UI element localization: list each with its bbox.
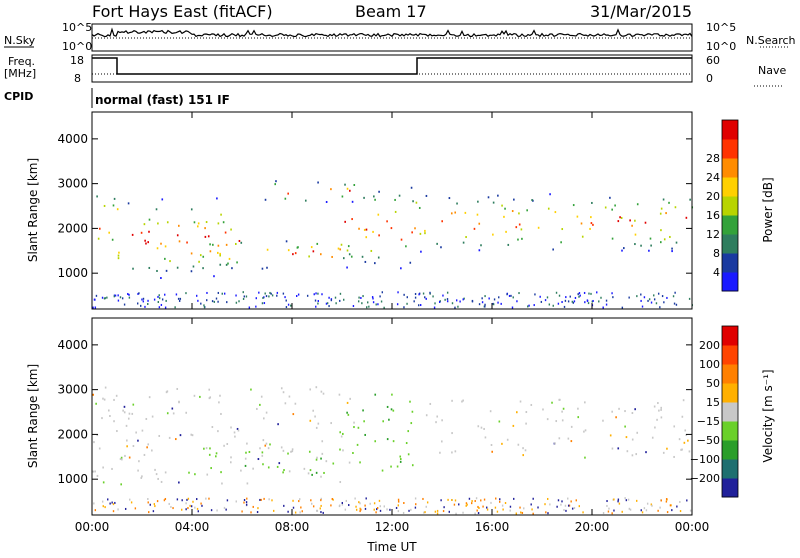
velocity-y-tick-label: 3000 bbox=[57, 383, 88, 397]
power-colorbar-tick: 8 bbox=[713, 247, 720, 260]
velocity-near-range-clutter bbox=[93, 497, 692, 515]
velocity-region-grey-post-13UT-band bbox=[425, 398, 691, 459]
velocity-x-axis: 00:00 04:00 08:00 12:00 16:00 20:00 00:00 bbox=[75, 318, 710, 534]
power-colorbar-tick: 12 bbox=[706, 228, 720, 241]
freq-label-2: [MHz] bbox=[4, 67, 36, 80]
power-y-axis: 1000 2000 3000 4000 bbox=[57, 132, 692, 280]
power-region-upper-plateau bbox=[264, 180, 356, 203]
velocity-region-green-descending-arc bbox=[342, 393, 414, 472]
power-region-rising-arc bbox=[117, 197, 241, 280]
power-colorbar-swatch bbox=[722, 196, 738, 216]
power-region-lower-patch bbox=[192, 240, 343, 270]
velocity-x-tick-label: 00:00 bbox=[675, 520, 710, 534]
velocity-colorbar-tick: −50 bbox=[697, 434, 720, 447]
noise-tick-high-right: 10^5 bbox=[706, 21, 736, 34]
velocity-colorbar-tick: −200 bbox=[690, 472, 720, 485]
freq-panel bbox=[91, 54, 693, 83]
velocity-colorbar-swatch bbox=[722, 478, 738, 498]
power-x-ticks bbox=[91, 112, 693, 309]
freq-label-1: Freq. bbox=[8, 55, 35, 68]
power-colorbar-swatch bbox=[722, 234, 738, 254]
velocity-colorbar-tick: 15 bbox=[706, 396, 720, 409]
velocity-colorbar-tick: 50 bbox=[706, 377, 720, 390]
power-near-range-clutter bbox=[92, 291, 693, 309]
nsky-trace bbox=[91, 27, 693, 38]
freq-tick-8: 8 bbox=[74, 72, 81, 85]
freq-trace bbox=[92, 57, 692, 75]
power-panel-frame bbox=[91, 111, 693, 310]
nave-tick-0: 0 bbox=[706, 72, 713, 85]
power-region-descending-arc bbox=[342, 186, 418, 270]
power-scatter-data bbox=[92, 180, 694, 309]
velocity-region-grey-near-zero-band bbox=[92, 386, 355, 486]
velocity-colorbar-swatch bbox=[722, 440, 738, 460]
velocity-colorbar-swatch bbox=[722, 345, 738, 365]
noise-tick-low-right: 10^0 bbox=[706, 40, 736, 53]
velocity-colorbar-swatch bbox=[722, 402, 738, 422]
velocity-y-label: Slant Range [km] bbox=[26, 364, 40, 468]
velocity-x-tick-label: 00:00 bbox=[75, 520, 110, 534]
velocity-colorbar-label: Velocity [m s⁻¹] bbox=[761, 369, 775, 462]
velocity-colorbar-swatch bbox=[722, 459, 738, 479]
nsky-label: N.Sky bbox=[4, 34, 36, 47]
nave-label: Nave bbox=[758, 64, 786, 77]
velocity-colorbar-swatch bbox=[722, 383, 738, 403]
velocity-colorbar-tick: −15 bbox=[697, 415, 720, 428]
velocity-x-tick-label: 04:00 bbox=[175, 520, 210, 534]
x-axis-label: Time UT bbox=[366, 540, 417, 554]
velocity-colorbar-tick: 200 bbox=[699, 339, 720, 352]
power-region-near-range-band bbox=[96, 195, 119, 241]
velocity-x-tick-label: 12:00 bbox=[375, 520, 410, 534]
power-colorbar-tick: 28 bbox=[706, 152, 720, 165]
station-title: Fort Hays East (fitACF) bbox=[92, 2, 273, 21]
beam-label: Beam 17 bbox=[355, 2, 427, 21]
velocity-scatter-data bbox=[92, 386, 692, 515]
velocity-y-axis: 1000 2000 3000 4000 bbox=[57, 338, 692, 486]
power-colorbar-label: Power [dB] bbox=[761, 177, 775, 242]
freq-tick-18: 18 bbox=[70, 54, 84, 67]
power-colorbar-tick: 24 bbox=[706, 171, 720, 184]
velocity-y-tick-label: 1000 bbox=[57, 472, 88, 486]
power-y-tick-label: 3000 bbox=[57, 177, 88, 191]
power-y-label: Slant Range [km] bbox=[26, 158, 40, 262]
velocity-x-tick-label: 20:00 bbox=[575, 520, 610, 534]
power-region-post-13UT-band bbox=[418, 193, 694, 253]
velocity-colorbar-swatch bbox=[722, 364, 738, 384]
velocity-x-tick-label: 08:00 bbox=[275, 520, 310, 534]
power-colorbar-tick: 16 bbox=[706, 209, 720, 222]
velocity-colorbar-frame bbox=[721, 325, 739, 498]
noise-tick-high-left: 10^5 bbox=[62, 21, 92, 34]
cpid-label: CPID bbox=[4, 90, 33, 103]
power-colorbar-swatch bbox=[722, 158, 738, 178]
velocity-colorbar-swatch bbox=[722, 326, 738, 346]
noise-tick-low-left: 10^0 bbox=[62, 40, 92, 53]
power-colorbar-swatch bbox=[722, 120, 738, 140]
power-colorbar-swatch bbox=[722, 253, 738, 273]
nave-tick-60: 60 bbox=[706, 54, 720, 67]
power-colorbar-swatch bbox=[722, 272, 738, 292]
velocity-colorbar-tick: −100 bbox=[690, 453, 720, 466]
power-colorbar-tick: 20 bbox=[706, 190, 720, 203]
power-y-tick-label: 1000 bbox=[57, 266, 88, 280]
nsearch-label: N.Search bbox=[746, 34, 796, 47]
velocity-colorbar-tick: 100 bbox=[699, 358, 720, 371]
power-colorbar-swatch bbox=[722, 139, 738, 159]
power-colorbar-swatch bbox=[722, 177, 738, 197]
velocity-region-green-lower-patch bbox=[194, 443, 341, 476]
power-y-tick-label: 2000 bbox=[57, 221, 88, 235]
velocity-colorbar: 200 100 50 15 −15 −50 −100 −200 bbox=[690, 325, 739, 498]
power-colorbar-frame bbox=[721, 119, 739, 292]
velocity-panel-frame bbox=[91, 317, 693, 516]
velocity-y-tick-label: 4000 bbox=[57, 338, 88, 352]
date-label: 31/Mar/2015 bbox=[590, 2, 692, 21]
velocity-y-tick-label: 2000 bbox=[57, 427, 88, 441]
power-colorbar: 4 8 12 16 20 24 28 bbox=[706, 119, 739, 292]
power-colorbar-tick: 4 bbox=[713, 266, 720, 279]
power-y-tick-label: 4000 bbox=[57, 132, 88, 146]
velocity-x-tick-label: 16:00 bbox=[475, 520, 510, 534]
power-colorbar-swatch bbox=[722, 215, 738, 235]
velocity-colorbar-swatch bbox=[722, 421, 738, 441]
cpid-text: normal (fast) 151 IF bbox=[95, 93, 230, 107]
